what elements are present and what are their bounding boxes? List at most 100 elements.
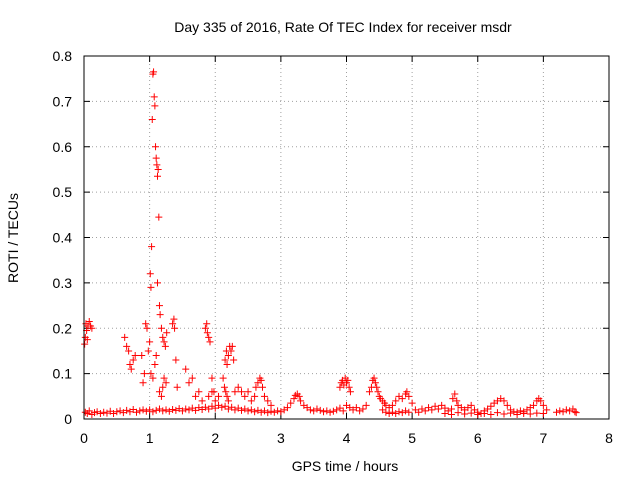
data-point — [151, 102, 159, 110]
data-point — [208, 402, 216, 410]
data-point — [467, 401, 475, 409]
data-point — [385, 410, 393, 418]
data-point — [123, 342, 131, 350]
data-point — [165, 407, 173, 415]
data-point — [96, 410, 104, 418]
data-point — [231, 406, 239, 414]
data-point — [365, 388, 373, 396]
data-point — [539, 410, 547, 418]
data-point — [241, 405, 249, 413]
data-point — [415, 408, 423, 416]
data-point — [160, 338, 168, 346]
data-point — [513, 410, 521, 418]
data-point — [362, 401, 370, 409]
data-point — [149, 374, 157, 382]
data-point — [121, 333, 129, 341]
data-point — [221, 356, 229, 364]
data-point — [405, 408, 413, 416]
data-point — [162, 379, 170, 387]
data-point — [533, 409, 541, 417]
data-point — [126, 361, 134, 369]
data-point — [205, 392, 213, 400]
data-point — [448, 410, 455, 418]
x-tick-label: 3 — [277, 430, 285, 446]
data-point — [153, 161, 161, 169]
data-point — [140, 370, 148, 378]
data-point — [103, 409, 111, 417]
data-point — [264, 397, 272, 405]
data-point — [146, 270, 154, 278]
data-point — [374, 388, 382, 396]
data-point — [152, 351, 160, 359]
data-point — [81, 340, 89, 348]
data-point — [218, 403, 226, 411]
data-point — [85, 407, 93, 415]
data-point — [306, 406, 314, 414]
data-point — [154, 279, 161, 287]
data-point — [172, 356, 180, 364]
data-point — [208, 374, 216, 382]
data-point — [208, 388, 216, 396]
data-point — [392, 397, 400, 405]
data-point — [143, 324, 151, 332]
data-point — [553, 408, 560, 416]
data-point — [238, 388, 245, 396]
data-point — [139, 406, 147, 414]
data-point — [254, 406, 262, 414]
data-point — [507, 409, 515, 417]
data-point — [244, 407, 252, 415]
data-point — [382, 408, 390, 416]
data-point — [537, 397, 545, 405]
data-point — [195, 404, 203, 412]
data-point — [402, 407, 410, 415]
data-point — [520, 410, 528, 418]
data-point — [398, 395, 406, 403]
data-point — [155, 302, 163, 310]
data-point — [418, 405, 426, 413]
data-point — [320, 408, 328, 416]
data-point — [157, 392, 165, 400]
data-point — [421, 407, 429, 415]
x-tick-label: 2 — [211, 430, 219, 446]
data-point — [154, 172, 161, 180]
data-point — [152, 154, 160, 162]
data-point — [252, 383, 260, 391]
data-point — [173, 383, 181, 391]
data-point — [182, 365, 190, 373]
data-point — [310, 407, 318, 415]
data-point — [150, 68, 158, 76]
data-point — [188, 374, 196, 382]
data-point — [136, 407, 144, 415]
data-point — [156, 311, 164, 319]
data-point — [152, 406, 160, 414]
data-point — [155, 405, 163, 413]
chart-title: Day 335 of 2016, Rate Of TEC Index for r… — [174, 19, 512, 35]
x-tick-label: 6 — [474, 430, 482, 446]
data-point — [185, 406, 193, 414]
data-point — [228, 342, 236, 350]
data-point — [85, 317, 93, 325]
data-point — [142, 407, 150, 415]
data-point — [205, 333, 213, 341]
y-tick-label: 0.5 — [53, 184, 73, 200]
data-point — [148, 243, 156, 251]
data-point — [215, 401, 223, 409]
data-point — [264, 409, 272, 417]
data-point — [129, 356, 137, 364]
data-point — [211, 397, 219, 405]
data-point — [172, 406, 180, 414]
data-point — [467, 409, 475, 417]
data-point — [323, 407, 331, 415]
data-point — [559, 408, 567, 416]
data-point — [526, 410, 534, 418]
data-point — [157, 324, 165, 332]
data-point — [155, 213, 163, 221]
data-point — [344, 376, 352, 384]
data-point — [274, 407, 282, 415]
data-point — [480, 410, 488, 418]
data-point — [234, 383, 242, 391]
y-tick-label: 0 — [64, 411, 72, 427]
data-point — [220, 383, 228, 391]
y-tick-label: 0.8 — [53, 48, 73, 64]
data-point — [461, 410, 469, 418]
